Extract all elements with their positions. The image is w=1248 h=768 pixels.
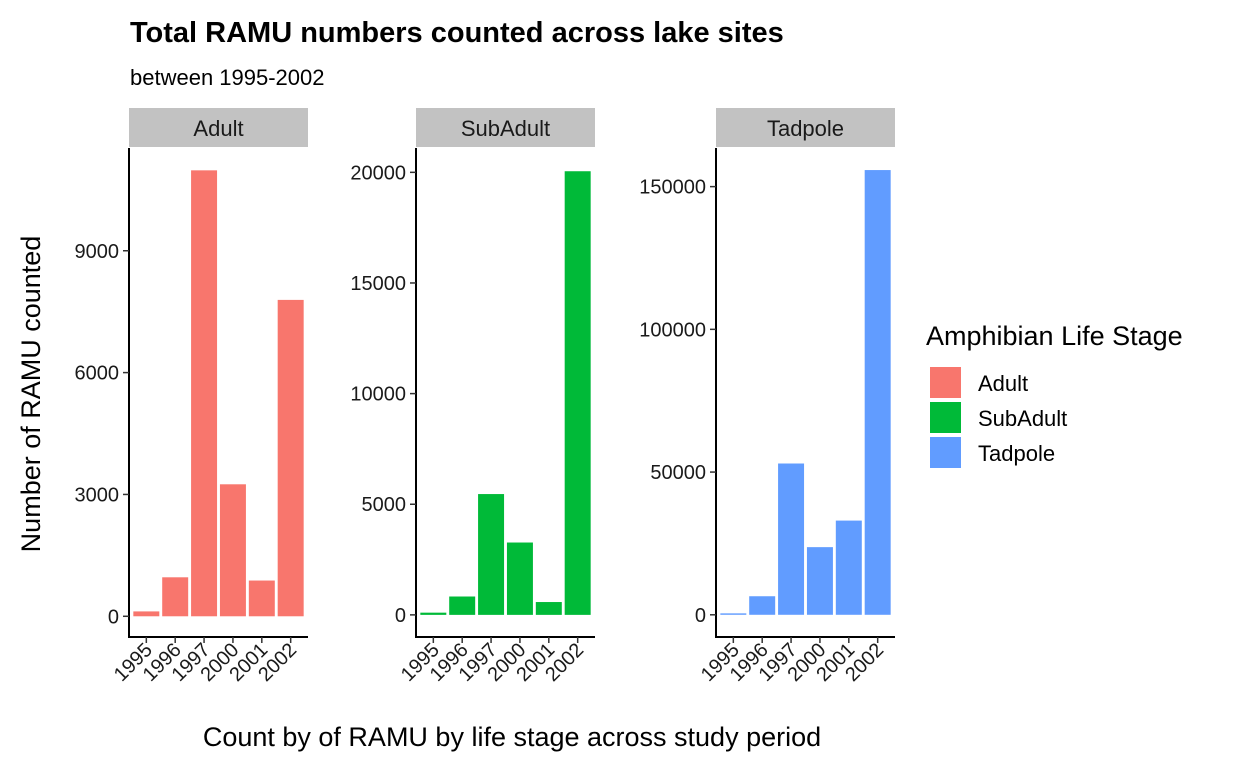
legend-key-subadult	[930, 402, 961, 433]
y-tick-label: 6000	[75, 363, 120, 385]
bar-adult-2000	[219, 484, 246, 617]
bar-tadpole-2000	[806, 547, 833, 615]
x-axis-title: Count by of RAMU by life stage across st…	[203, 722, 821, 752]
y-tick-label: 0	[395, 605, 406, 627]
facet-panels: Adult03000600090001995199619972000200120…	[75, 108, 895, 686]
bar-adult-2002	[277, 299, 304, 617]
bar-adult-2001	[248, 580, 275, 617]
legend-key-adult	[930, 367, 961, 398]
facet-strip-label: Tadpole	[767, 116, 844, 141]
chart-title: Total RAMU numbers counted across lake s…	[130, 17, 784, 49]
bar-tadpole-2001	[835, 520, 862, 615]
chart-subtitle: between 1995-2002	[130, 65, 325, 90]
bar-adult-1997	[191, 170, 218, 617]
bar-tadpole-1997	[778, 463, 805, 615]
legend: Amphibian Life Stage Adult SubAdult Tadpol…	[926, 321, 1183, 468]
y-tick-label: 15000	[350, 273, 406, 295]
panel-adult: Adult03000600090001995199619972000200120…	[75, 108, 308, 686]
legend-label: Tadpole	[978, 441, 1055, 466]
facet-strip	[416, 108, 595, 147]
legend-items: Adult SubAdult Tadpole	[930, 367, 1067, 468]
y-axis-title: Number of RAMU counted	[16, 236, 46, 553]
legend-label: SubAdult	[978, 406, 1067, 431]
y-tick-label: 0	[108, 606, 119, 628]
bar-subadult-2000	[506, 542, 533, 615]
y-tick-label: 20000	[350, 162, 406, 184]
facet-strip-label: Adult	[193, 116, 243, 141]
y-tick-label: 0	[695, 605, 706, 627]
y-tick-label: 150000	[639, 177, 706, 199]
bar-adult-1996	[162, 577, 189, 617]
bar-tadpole-2002	[864, 170, 891, 615]
bar-subadult-2001	[535, 602, 562, 615]
bar-tadpole-1996	[749, 596, 776, 615]
panel-subadult: SubAdult05000100001500020000199519961997…	[350, 108, 595, 686]
facet-strip	[716, 108, 895, 147]
bar-subadult-2002	[564, 171, 591, 615]
y-tick-label: 9000	[75, 241, 120, 263]
y-tick-label: 10000	[350, 384, 406, 406]
legend-title: Amphibian Life Stage	[926, 321, 1183, 351]
y-tick-label: 100000	[639, 319, 706, 341]
bar-subadult-1995	[420, 612, 447, 615]
facet-strip	[129, 108, 308, 147]
panel-tadpole: Tadpole050000100000150000199519961997200…	[639, 108, 895, 686]
bar-tadpole-1995	[720, 613, 747, 615]
y-tick-label: 5000	[362, 494, 407, 516]
facet-strip-label: SubAdult	[461, 116, 550, 141]
y-tick-label: 3000	[75, 484, 120, 506]
y-tick-label: 50000	[650, 462, 706, 484]
bar-subadult-1996	[449, 596, 476, 615]
legend-key-tadpole	[930, 437, 961, 468]
legend-label: Adult	[978, 371, 1028, 396]
bar-adult-1995	[133, 611, 160, 617]
bar-subadult-1997	[478, 494, 505, 615]
